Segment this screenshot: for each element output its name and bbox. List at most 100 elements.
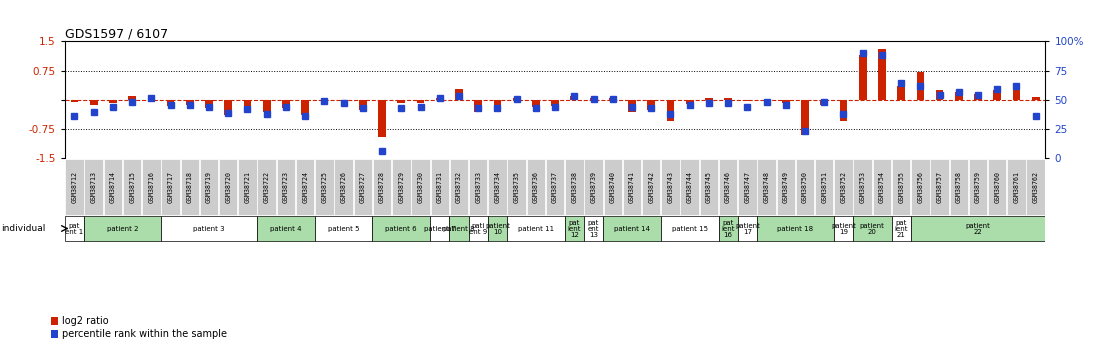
FancyBboxPatch shape [65, 159, 84, 215]
FancyBboxPatch shape [834, 216, 853, 241]
Bar [129, 96, 136, 100]
FancyBboxPatch shape [930, 159, 949, 215]
Text: patient 4: patient 4 [271, 226, 302, 231]
FancyBboxPatch shape [487, 216, 508, 241]
Text: patient 3: patient 3 [193, 226, 225, 231]
Text: GDS1597 / 6107: GDS1597 / 6107 [65, 27, 168, 40]
Bar [685, 100, 693, 104]
Text: GSM38757: GSM38757 [937, 171, 942, 203]
Bar [244, 100, 252, 111]
Text: GSM38743: GSM38743 [667, 171, 673, 203]
Text: patient 14: patient 14 [614, 226, 650, 231]
FancyBboxPatch shape [969, 159, 987, 215]
FancyBboxPatch shape [546, 159, 565, 215]
Bar [724, 98, 732, 100]
FancyBboxPatch shape [219, 159, 237, 215]
Bar [493, 100, 501, 112]
Bar [821, 100, 828, 105]
Text: patient 8: patient 8 [443, 226, 475, 231]
Bar [89, 100, 97, 105]
Text: pat
ient
16: pat ient 16 [721, 219, 735, 237]
FancyBboxPatch shape [411, 159, 429, 215]
Bar [263, 100, 271, 111]
Text: GSM38760: GSM38760 [994, 171, 1001, 203]
FancyBboxPatch shape [719, 159, 738, 215]
Text: GSM38741: GSM38741 [629, 171, 635, 203]
FancyBboxPatch shape [949, 159, 968, 215]
Text: GSM38718: GSM38718 [187, 171, 192, 203]
Text: pat
ent
13: pat ent 13 [588, 219, 599, 237]
Text: GSM38719: GSM38719 [206, 171, 212, 203]
Text: GSM38729: GSM38729 [398, 171, 405, 203]
Text: GSM38748: GSM38748 [764, 171, 769, 203]
Bar [110, 100, 116, 103]
Bar [743, 100, 751, 101]
Text: GSM38744: GSM38744 [686, 171, 693, 203]
FancyBboxPatch shape [468, 216, 487, 241]
Text: GSM38755: GSM38755 [898, 171, 904, 203]
FancyBboxPatch shape [84, 216, 161, 241]
Text: GSM38716: GSM38716 [149, 171, 154, 203]
FancyBboxPatch shape [508, 216, 565, 241]
Text: GSM38723: GSM38723 [283, 171, 288, 203]
Text: GSM38751: GSM38751 [822, 171, 827, 203]
FancyBboxPatch shape [353, 159, 372, 215]
Bar [840, 100, 847, 121]
Bar [781, 100, 789, 103]
Bar [551, 100, 559, 106]
FancyBboxPatch shape [85, 159, 103, 215]
Text: GSM38724: GSM38724 [302, 171, 309, 203]
Text: GSM38756: GSM38756 [918, 171, 923, 203]
Text: GSM38758: GSM38758 [956, 171, 961, 203]
Text: pat
ient
12: pat ient 12 [568, 219, 581, 237]
Text: GSM38736: GSM38736 [533, 171, 539, 203]
FancyBboxPatch shape [104, 159, 122, 215]
Text: GSM38735: GSM38735 [513, 171, 520, 203]
Text: pati
ent 9: pati ent 9 [470, 223, 487, 235]
FancyBboxPatch shape [334, 159, 353, 215]
Text: patient 5: patient 5 [328, 226, 359, 231]
Text: GSM38730: GSM38730 [417, 171, 424, 203]
Bar [225, 100, 233, 115]
Text: GSM38752: GSM38752 [841, 171, 846, 203]
Bar [974, 93, 982, 100]
FancyBboxPatch shape [853, 216, 891, 241]
Bar [455, 89, 463, 100]
Bar [570, 96, 578, 100]
FancyBboxPatch shape [892, 159, 910, 215]
FancyBboxPatch shape [661, 159, 680, 215]
Text: GSM38732: GSM38732 [456, 171, 462, 203]
Bar [436, 98, 444, 100]
Bar [321, 98, 329, 100]
Bar [397, 100, 405, 103]
Bar [802, 100, 808, 135]
Text: GSM38712: GSM38712 [72, 171, 77, 203]
FancyBboxPatch shape [430, 159, 449, 215]
Text: GSM38740: GSM38740 [609, 171, 616, 203]
Text: GSM38720: GSM38720 [225, 171, 231, 203]
Bar [206, 100, 212, 108]
FancyBboxPatch shape [489, 159, 506, 215]
Text: GSM38737: GSM38737 [552, 171, 558, 203]
Text: patient
10: patient 10 [485, 223, 510, 235]
FancyBboxPatch shape [757, 216, 834, 241]
FancyBboxPatch shape [777, 159, 795, 215]
FancyBboxPatch shape [584, 216, 603, 241]
FancyBboxPatch shape [853, 159, 872, 215]
Text: patient 15: patient 15 [672, 226, 708, 231]
Text: GSM38762: GSM38762 [1033, 171, 1039, 203]
Bar [859, 55, 866, 100]
FancyBboxPatch shape [604, 159, 622, 215]
Bar [378, 100, 386, 137]
Bar [647, 100, 655, 110]
Bar [70, 100, 78, 102]
Bar [302, 100, 309, 115]
FancyBboxPatch shape [565, 159, 584, 215]
Bar [1013, 88, 1021, 100]
FancyBboxPatch shape [891, 216, 911, 241]
FancyBboxPatch shape [372, 216, 430, 241]
FancyBboxPatch shape [873, 159, 891, 215]
Bar [1032, 97, 1040, 100]
FancyBboxPatch shape [585, 159, 603, 215]
FancyBboxPatch shape [315, 216, 372, 241]
